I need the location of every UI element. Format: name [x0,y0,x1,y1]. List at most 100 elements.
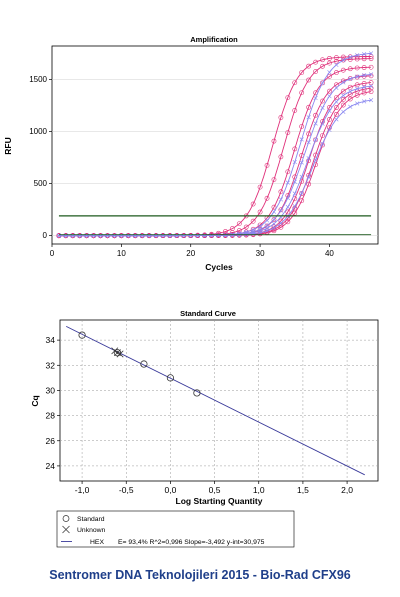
standard-curve-x-tick-label: 1,5 [297,485,309,495]
amplification-point [313,69,318,74]
amplification-point [285,195,290,201]
amplification-point [347,96,353,102]
amplification-point [340,97,346,102]
amplification-point [341,80,346,85]
standard-curve-x-ticks: -1,0 -0,5 0,0 0,5 1,0 1,5 2,0 [75,481,353,495]
amplification-point [313,121,318,126]
legend-fit-label: HEX [90,539,104,546]
amplification-point [355,53,360,58]
amplification-curve-line [58,99,372,237]
standard-curve-title: Standard Curve [180,309,236,318]
amplification-point [333,95,339,100]
amplification-point [278,197,284,202]
amplification-point [278,224,284,230]
amplification-point [306,140,311,145]
amplification-point [292,179,297,184]
amplification-point [313,137,318,142]
amplification-point [320,105,325,111]
figure-caption: Sentromer DNA Teknolojileri 2015 - Bio-R… [49,568,351,582]
amplification-point [306,175,311,180]
standard-curve-x-tick-label: -0,5 [119,485,134,495]
amplification-point [306,131,312,137]
amplification-point [368,84,374,89]
amplification-y-tick-label: 500 [34,179,48,188]
amplification-point [250,201,256,207]
legend-standard-marker [62,515,70,522]
amplification-point [368,56,374,62]
amplification-point [306,115,311,120]
amplification-x-tick-label: 40 [325,249,334,258]
amplification-point [348,76,353,81]
amplification-y-tick-label: 1500 [29,75,47,84]
amplification-point [285,204,290,210]
amplification-point [313,137,318,143]
amplification-point [299,90,305,96]
amplification-point [327,60,332,66]
amplification-point [340,67,346,73]
amplification-point [271,225,277,230]
amplification-point [264,228,270,233]
amplification-point [368,89,374,95]
amplification-point [333,105,339,110]
amplification-point [347,91,353,97]
amplification-point [354,56,360,62]
amplification-point [361,81,367,86]
standard-curve-y-ticks: 24 26 28 30 32 34 [46,335,60,471]
amplification-point [361,73,367,79]
amplification-point [236,221,242,227]
amplification-point [368,64,374,70]
amplification-point [278,221,284,226]
amplification-point [306,181,312,187]
amplification-series [56,51,374,239]
standard-curve-y-tick-label: 26 [46,436,56,446]
amplification-point [285,209,291,215]
standard-curve-y-tick-label: 24 [46,461,56,471]
amplification-point [348,89,353,94]
amplification-point [292,146,298,152]
amplification-point [264,163,270,168]
amplification-point [320,133,325,138]
amplification-point [230,233,235,238]
amplification-point [327,117,332,122]
amplification-point [257,230,263,235]
standard-point [78,331,86,339]
amplification-point [285,219,291,225]
standard-point [113,349,122,357]
amplification-point [327,88,332,94]
amplification-chart: Amplification 0 10 20 30 40 0 500 1000 1500 Cyc… [3,35,379,272]
amplification-point [257,223,263,229]
amplification-point [278,154,284,160]
amplification-x-tick-label: 30 [256,249,265,258]
amplification-x-tick-label: 0 [50,249,55,258]
amplification-point [327,74,332,79]
amplification-point [347,66,353,72]
amplification-point [340,88,346,94]
standard-curve-plot-area [59,319,379,482]
amplification-point [292,191,297,196]
amplification-point [320,80,325,86]
amplification-point [341,109,346,114]
standard-curve-x-tick-label: 0,5 [209,485,221,495]
amplification-point [251,231,256,236]
standard-curve-x-tick-label: 1,0 [253,485,265,495]
amplification-point [292,108,298,113]
amplification-point [271,204,277,210]
amplification-point [348,55,353,60]
standard-point [140,360,148,368]
amplification-point [327,55,332,61]
amplification-point [354,82,360,88]
legend-fit-stats: E= 93,4% R^2=0,996 Slope=-3,492 y-int=30… [118,539,265,546]
amplification-point [361,56,367,62]
amplification-y-tick-label: 1000 [29,127,47,136]
standard-curve-y-tick-label: 34 [46,335,56,345]
amplification-point [334,99,339,104]
amplification-point [299,198,305,204]
amplification-point [216,233,221,238]
legend-unknown-marker [62,525,70,534]
amplification-point [355,101,360,106]
amplification-point [368,72,374,77]
standard-curve-x-tick-label: 0,0 [165,485,177,495]
legend-box [56,510,295,548]
amplification-x-tick-label: 20 [186,249,195,258]
amplification-point [292,159,297,165]
